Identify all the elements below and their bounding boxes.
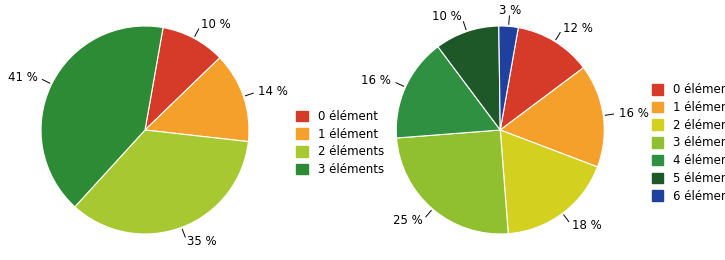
Legend: 0 élément, 1 élément, 2 éléments, 3 éléments, 4 éléments, 5 éléments, 6 éléments: 0 élément, 1 élément, 2 éléments, 3 élém… [649, 81, 725, 205]
Wedge shape [75, 130, 249, 234]
Wedge shape [41, 26, 163, 207]
Text: 41 %: 41 % [8, 71, 38, 84]
Wedge shape [500, 28, 584, 130]
Text: 14 %: 14 % [258, 85, 288, 98]
Text: 10 %: 10 % [432, 10, 462, 23]
Wedge shape [499, 26, 518, 130]
Wedge shape [397, 130, 508, 234]
Text: 25 %: 25 % [393, 214, 423, 227]
Legend: 0 élément, 1 élément, 2 éléments, 3 éléments: 0 élément, 1 élément, 2 éléments, 3 élém… [294, 108, 386, 178]
Text: 16 %: 16 % [618, 107, 649, 120]
Text: 16 %: 16 % [362, 74, 392, 87]
Text: 12 %: 12 % [563, 22, 593, 35]
Text: 10 %: 10 % [201, 18, 231, 31]
Wedge shape [500, 130, 597, 234]
Wedge shape [145, 28, 220, 130]
Wedge shape [397, 47, 500, 138]
Wedge shape [145, 58, 249, 142]
Text: 18 %: 18 % [572, 219, 602, 232]
Wedge shape [438, 26, 500, 130]
Text: 3 %: 3 % [499, 4, 521, 17]
Wedge shape [500, 68, 604, 167]
Text: 35 %: 35 % [187, 236, 217, 249]
